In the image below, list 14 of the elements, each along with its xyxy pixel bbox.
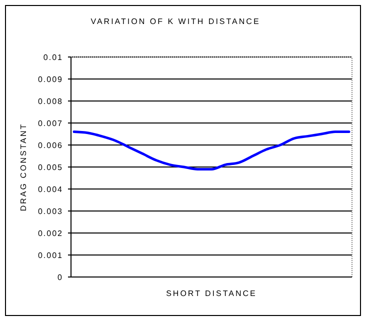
y-tick-label: 0.007	[38, 118, 63, 128]
y-tick-label: 0	[58, 272, 63, 282]
chart-title: VARIATION OF K WITH DISTANCE	[90, 17, 260, 26]
y-tick-label: 0.006	[38, 140, 63, 150]
y-axis-title: DRAG CONSTANT	[19, 122, 28, 212]
y-tick-label: 0.003	[38, 206, 63, 216]
y-tick-label: 0.002	[38, 228, 63, 238]
y-tick-label: 0.01	[43, 52, 63, 62]
y-tick-label: 0.009	[38, 74, 63, 84]
y-tick-label: 0.004	[38, 184, 63, 194]
y-tick-label: 0.005	[38, 162, 63, 172]
x-axis-title: SHORT DISTANCE	[166, 289, 257, 298]
y-tick-label: 0.001	[38, 250, 63, 260]
y-tick-label: 0.008	[38, 96, 63, 106]
